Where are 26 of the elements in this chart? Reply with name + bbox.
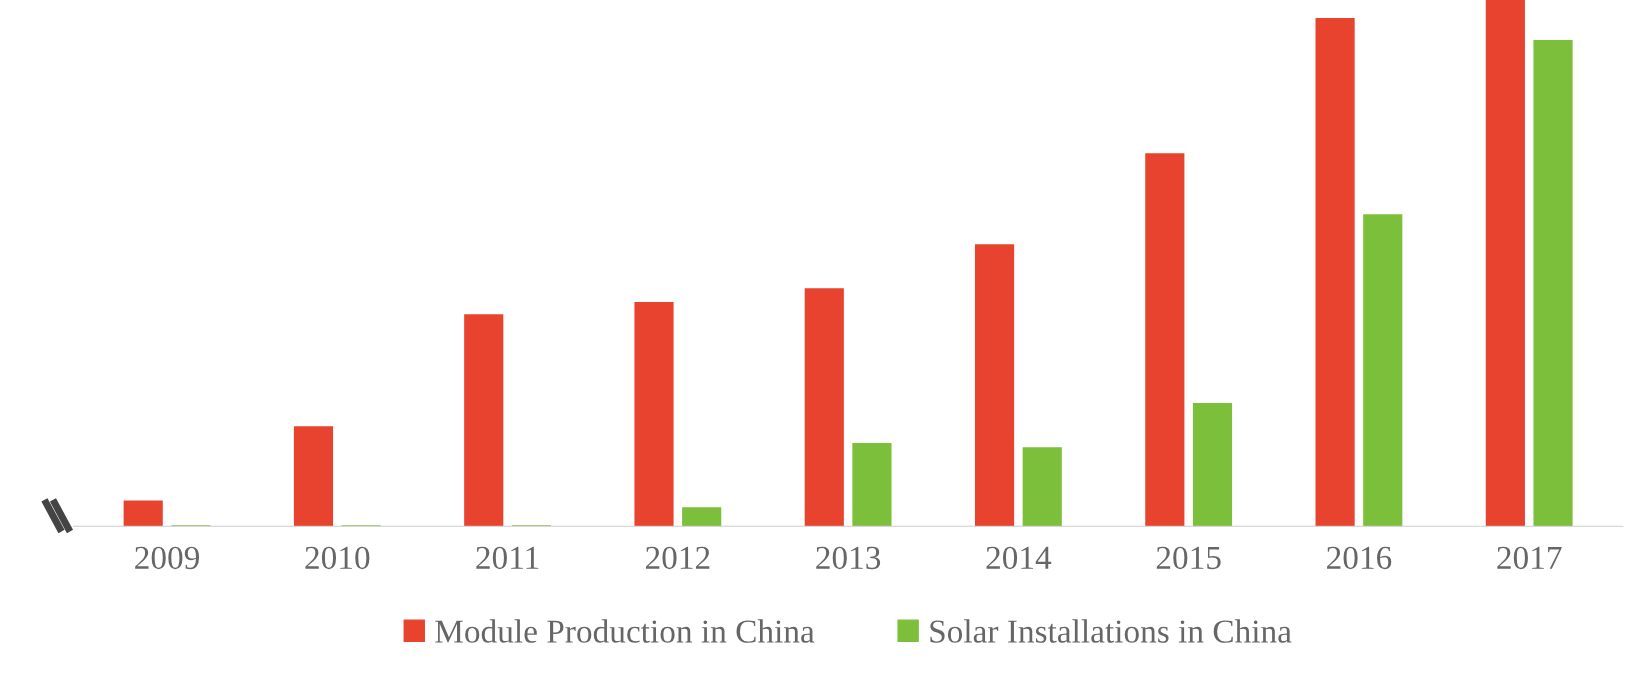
x-tick-label: 2011 bbox=[476, 546, 539, 570]
legend-label: Solar Installations in China bbox=[930, 619, 1292, 643]
legend-label: Module Production in China bbox=[435, 619, 815, 643]
x-tick-label: 2016 bbox=[1327, 546, 1392, 570]
bar bbox=[464, 314, 504, 527]
bar bbox=[293, 426, 334, 527]
x-tick-label: 2009 bbox=[135, 546, 200, 570]
x-tick-label: 2012 bbox=[645, 546, 710, 570]
bar bbox=[1192, 403, 1233, 527]
bar bbox=[1315, 17, 1355, 527]
bar bbox=[1485, 0, 1525, 527]
x-tick-label: 2013 bbox=[816, 546, 881, 570]
x-tick-label: 2010 bbox=[305, 546, 370, 570]
x-tick-label: 2015 bbox=[1156, 546, 1221, 570]
bar bbox=[974, 244, 1015, 527]
bar bbox=[1363, 214, 1403, 527]
bar bbox=[1145, 153, 1185, 527]
bar bbox=[123, 500, 163, 527]
bar bbox=[852, 443, 892, 527]
bar bbox=[1533, 39, 1573, 527]
bar bbox=[682, 507, 722, 527]
bar bbox=[1022, 447, 1062, 527]
x-tick-label: 2014 bbox=[986, 546, 1052, 570]
x-tick-label: 2017 bbox=[1497, 546, 1562, 570]
bar bbox=[634, 302, 674, 527]
bar bbox=[804, 288, 844, 527]
